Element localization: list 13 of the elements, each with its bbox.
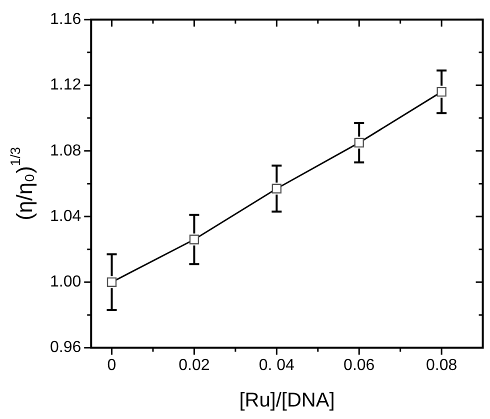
- x-axis-title: [Ru]/[DNA]: [239, 390, 335, 412]
- y-tick-label: 1.12: [50, 76, 82, 94]
- x-tick-label: 0.08: [426, 356, 458, 374]
- y-tick-label: 1.08: [50, 142, 82, 160]
- x-tick-label: 0: [107, 356, 116, 374]
- x-tick-label: 0.02: [178, 356, 210, 374]
- y-tick-label: 1.16: [50, 11, 82, 28]
- y-tick-label: 0.96: [50, 339, 82, 356]
- y-tick-label: 1.00: [50, 274, 82, 291]
- y-tick-label: 1.04: [50, 208, 82, 225]
- x-tick-label: 0. 04: [258, 356, 295, 374]
- y-axis-title: (η/η₀)1/3: [8, 147, 38, 220]
- x-tick-label: 0.06: [344, 356, 375, 374]
